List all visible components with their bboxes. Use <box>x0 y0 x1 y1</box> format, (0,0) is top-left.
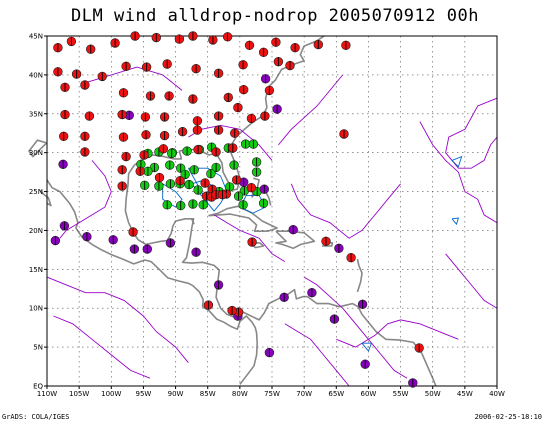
lat-tick-label: 25N <box>29 188 43 196</box>
lon-tick-label: 60W <box>361 390 377 398</box>
contour-line <box>336 319 459 348</box>
footer-timestamp: 2006-02-25-18:10 <box>474 413 542 421</box>
coastline-layer <box>28 35 437 387</box>
lon-tick-label: 45W <box>457 390 473 398</box>
lat-tick-label: 45N <box>29 33 43 41</box>
contour-line <box>278 74 344 146</box>
contour-line <box>445 97 498 169</box>
contour-line <box>53 315 151 379</box>
coastline <box>190 218 195 225</box>
latitude-labels: 45N 40N 35N 30N 25N 20N 15N 10N 5N EQ <box>29 33 44 391</box>
coastline <box>124 35 437 387</box>
lon-tick-label: 110W <box>37 390 57 398</box>
lon-tick-label: 85W <box>200 390 216 398</box>
contour-line <box>451 155 463 168</box>
lon-tick-label: 105W <box>69 390 89 398</box>
contour-line <box>445 253 498 309</box>
coastline <box>28 139 48 158</box>
lat-tick-label: 15N <box>29 266 43 274</box>
lat-tick-label: 20N <box>29 227 43 235</box>
lon-tick-label: 55W <box>393 390 409 398</box>
footer-credit: GrADS: COLA/IGES <box>2 413 70 421</box>
lat-tick-label: 40N <box>29 71 43 79</box>
coastline <box>46 179 259 385</box>
contour-line <box>46 276 189 363</box>
contour-line <box>284 323 350 387</box>
lon-tick-label: 95W <box>136 390 152 398</box>
lat-tick-label: 5N <box>33 344 43 352</box>
lon-tick-label: 100W <box>101 390 121 398</box>
axis-ticks <box>44 35 498 389</box>
coastline <box>39 189 52 207</box>
lon-tick-label: 70W <box>296 390 312 398</box>
lat-tick-label: 35N <box>29 110 43 118</box>
contour-line <box>451 217 460 226</box>
lat-lon-grid <box>47 36 497 386</box>
lat-tick-label: EQ <box>33 383 43 391</box>
coastline <box>356 259 363 293</box>
lat-tick-label: 10N <box>29 305 43 313</box>
coastline <box>208 205 278 232</box>
lon-tick-label: 90W <box>168 390 184 398</box>
longitude-labels: 110W 105W 100W 95W 90W 85W 80W 75W 70W 65W 60W 55W 5… <box>37 390 505 398</box>
lon-tick-label: 65W <box>328 390 344 398</box>
contour-line <box>290 183 401 239</box>
lon-tick-label: 40W <box>489 390 505 398</box>
lon-tick-label: 50W <box>425 390 441 398</box>
lat-tick-label: 30N <box>29 149 43 157</box>
contour-line <box>213 214 286 262</box>
map-title: DLM wind alldrop-nodrop 2005070912 00h <box>71 6 479 26</box>
lon-tick-label: 75W <box>264 390 280 398</box>
dropsonde-markers <box>50 31 424 388</box>
contour-line <box>303 276 408 379</box>
contour-line <box>419 121 498 224</box>
lon-tick-label: 80W <box>232 390 248 398</box>
contour-line <box>59 160 112 239</box>
contour-line <box>361 342 373 352</box>
